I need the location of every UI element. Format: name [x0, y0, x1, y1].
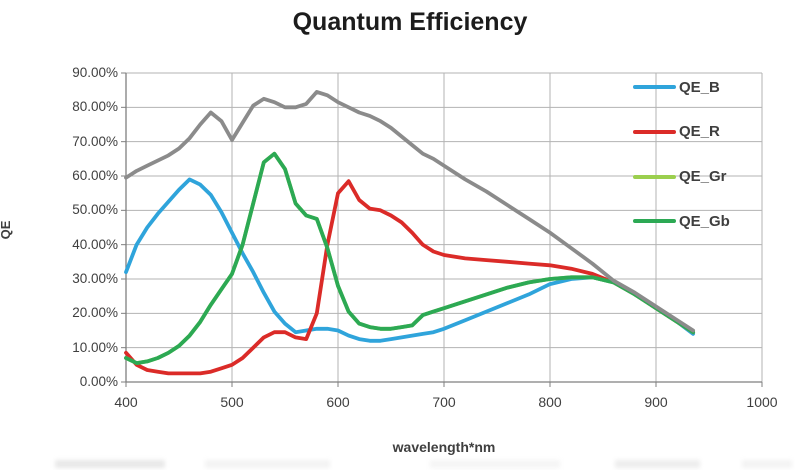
legend-item-QE_B: QE_B — [633, 77, 720, 97]
legend-label: QE_Gr — [679, 168, 727, 186]
y-tick-label: 70.00% — [72, 133, 118, 149]
x-tick-label: 900 — [644, 394, 668, 410]
legend-item-QE_R: QE_R — [633, 122, 720, 142]
legend: QE_B QE_R QE_Gr QE_Gb — [633, 0, 798, 250]
x-tick-label: 600 — [326, 394, 350, 410]
x-tick-label: 700 — [432, 394, 456, 410]
x-tick-label: 500 — [220, 394, 244, 410]
y-tick-label: 10.00% — [72, 339, 118, 355]
series-curve-QE_gray_unlabeled — [124, 90, 695, 333]
y-tick-label: 80.00% — [72, 99, 118, 115]
y-axis-tick-labels: 0.00% 10.00% 20.00% 30.00% 40.00% 50.00% 60.00… — [0, 0, 118, 470]
legend-line-swatch — [633, 129, 676, 134]
y-tick-label: 20.00% — [72, 305, 118, 321]
legend-line-swatch — [633, 85, 676, 89]
x-axis-title: wavelength*nm — [392, 439, 496, 455]
series-curve-QE_Gb — [124, 151, 695, 366]
y-tick-label: 60.00% — [72, 168, 118, 183]
y-tick-label: 30.00% — [72, 271, 118, 286]
scan-artifact — [0, 460, 800, 468]
legend-item-QE_Gr: QE_Gr — [633, 167, 727, 187]
x-tick-label: 1000 — [746, 394, 778, 410]
y-tick-label: 0.00% — [79, 374, 118, 389]
legend-label: QE_B — [679, 78, 720, 96]
legend-item-QE_Gb: QE_Gb — [633, 211, 730, 231]
legend-label: QE_R — [679, 123, 720, 141]
x-tick-label: 800 — [538, 394, 562, 410]
x-tick-label: 400 — [114, 394, 138, 410]
legend-line-swatch — [633, 174, 676, 179]
chart-title: Quantum Efficiency — [292, 8, 528, 36]
legend-label: QE_Gb — [679, 212, 730, 230]
series-curve-QE_R — [124, 179, 695, 376]
series-curve-QE_B — [124, 177, 695, 343]
y-tick-label: 90.00% — [72, 65, 118, 80]
y-tick-label: 40.00% — [72, 236, 118, 252]
legend-line-swatch — [633, 219, 676, 224]
y-tick-label: 50.00% — [72, 202, 118, 218]
